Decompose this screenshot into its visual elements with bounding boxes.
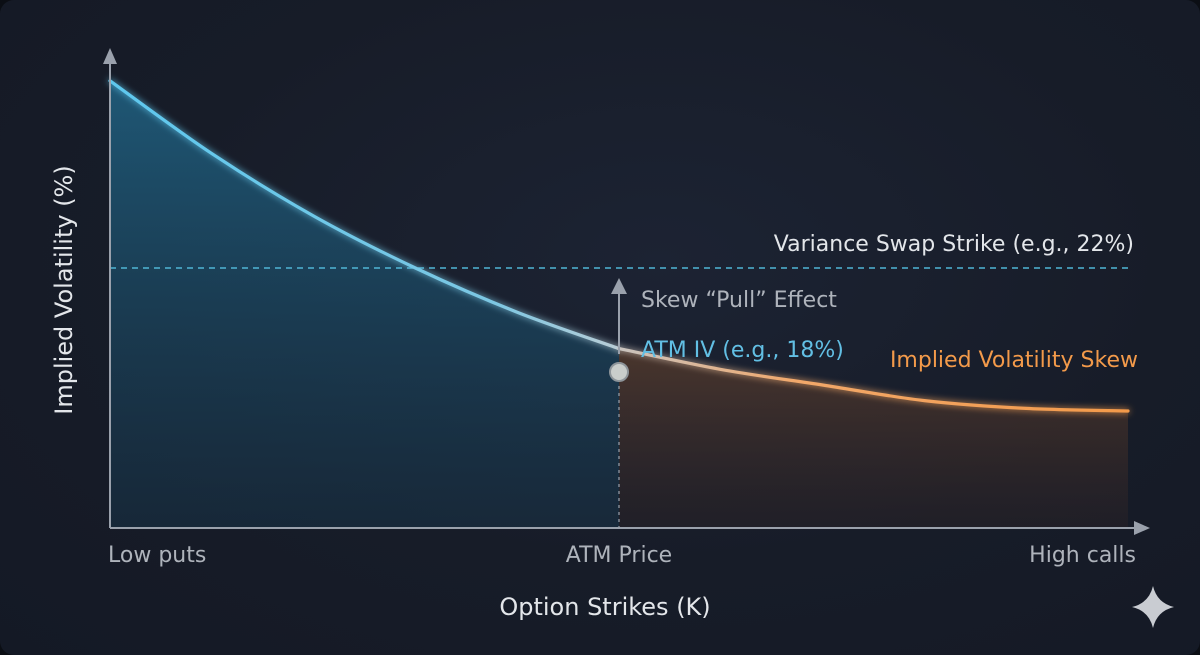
- x-tick-label-atm-price: ATM Price: [566, 543, 672, 568]
- series-label-implied-volatility-skew: Implied Volatility Skew: [890, 348, 1138, 373]
- x-axis-arrowhead: [1134, 521, 1150, 535]
- y-axis-title: Implied Volatility (%): [50, 165, 78, 414]
- sparkle-icon: [1132, 586, 1174, 628]
- skew-pull-arrowhead: [611, 278, 627, 294]
- variance-swap-strike-label: Variance Swap Strike (e.g., 22%): [774, 232, 1134, 257]
- call-side-area: [619, 348, 1128, 528]
- x-tick-label-high-calls: High calls: [1029, 543, 1136, 568]
- skew-pull-label: Skew “Pull” Effect: [641, 288, 837, 313]
- y-axis-arrowhead: [103, 48, 117, 64]
- atm-iv-label: ATM IV (e.g., 18%): [641, 338, 844, 363]
- atm-point: [609, 362, 629, 382]
- skew-curve-call-side: [617, 347, 1130, 413]
- x-tick-label-low-puts: Low puts: [108, 543, 206, 568]
- x-axis-title: Option Strikes (K): [499, 593, 710, 621]
- skew-curve-put-side: [108, 79, 621, 351]
- put-side-area: [110, 80, 619, 529]
